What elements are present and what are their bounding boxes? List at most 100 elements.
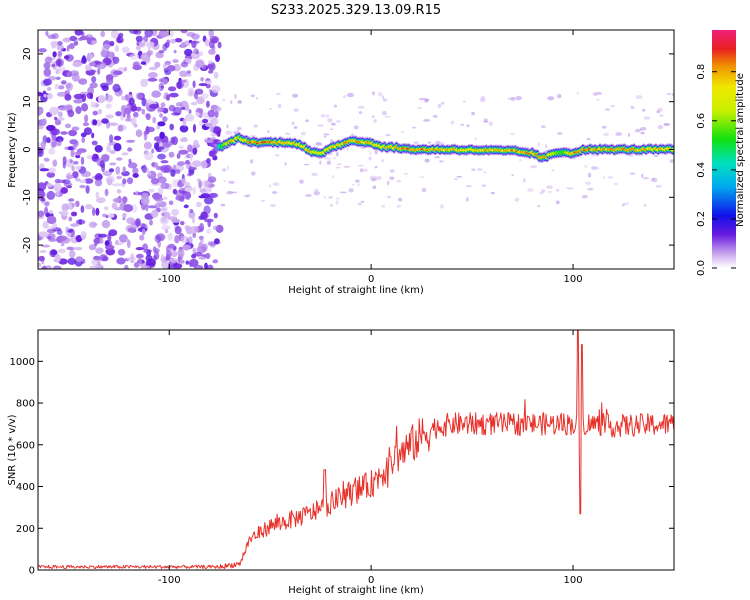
speckle — [243, 195, 250, 198]
y-tick-label: 200 — [16, 524, 35, 535]
noise-blob — [66, 71, 73, 78]
noise-blob — [66, 246, 74, 250]
noise-blob — [109, 149, 116, 154]
speckle — [417, 107, 422, 109]
noise-blob — [57, 50, 63, 57]
noise-blob — [188, 236, 193, 245]
snr-y-label: SNR (10 * v/v) — [7, 414, 18, 485]
speckle — [331, 122, 336, 126]
noise-blob — [70, 211, 78, 217]
noise-blob — [140, 61, 147, 65]
noise-blob — [68, 129, 78, 137]
noise-blob — [64, 123, 72, 129]
speckle — [225, 130, 233, 136]
noise-blob — [204, 180, 211, 188]
noise-blob — [149, 103, 160, 109]
noise-blob — [132, 173, 139, 178]
noise-blob — [181, 136, 188, 143]
speckle — [334, 104, 337, 108]
noise-blob — [41, 197, 46, 202]
speckle — [640, 131, 645, 135]
speckle — [226, 191, 234, 195]
noise-blob — [145, 125, 150, 135]
noise-blob — [84, 114, 89, 123]
noise-blob — [62, 210, 69, 217]
noise-blob — [42, 220, 49, 229]
speckle — [372, 185, 377, 189]
noise-blob — [91, 76, 97, 83]
noise-blob — [177, 161, 186, 166]
noise-blob — [113, 197, 124, 204]
noise-blob — [109, 40, 115, 47]
noise-blob — [85, 66, 92, 71]
noise-blob — [151, 90, 162, 98]
speckle — [230, 100, 233, 105]
noise-blob — [115, 166, 121, 175]
noise-blob — [47, 236, 52, 240]
speckle — [357, 164, 365, 167]
y-tick-label: -20 — [22, 237, 33, 253]
speckle — [629, 172, 636, 175]
noise-blob — [71, 144, 77, 151]
speckle — [336, 152, 339, 157]
noise-blob — [145, 265, 151, 269]
noise-blob — [158, 82, 164, 92]
noise-blob — [180, 235, 189, 244]
noise-blob — [204, 80, 213, 85]
speckle — [324, 157, 331, 160]
speckle — [514, 197, 520, 202]
speckle — [381, 205, 386, 208]
noise-blob — [145, 113, 151, 121]
noise-blob — [175, 81, 184, 89]
noise-blob — [140, 78, 149, 88]
snr-frame — [37, 329, 675, 571]
noise-blob — [38, 146, 43, 155]
noise-blob — [101, 220, 111, 229]
noise-blob — [108, 168, 115, 173]
speckle — [323, 133, 330, 136]
noise-blob — [73, 99, 83, 104]
noise-blob — [190, 101, 198, 106]
speckle — [357, 105, 365, 109]
noise-blob — [151, 30, 158, 37]
noise-blob — [190, 225, 199, 234]
noise-blob — [57, 235, 68, 242]
noise-blob — [75, 256, 84, 263]
noise-blob — [200, 77, 205, 82]
speckle — [465, 185, 472, 188]
noise-blob — [82, 122, 90, 126]
noise-blob — [111, 202, 118, 209]
noise-blob — [128, 97, 135, 106]
speckle — [370, 178, 377, 182]
noise-blob — [81, 171, 91, 178]
noise-blob — [157, 176, 167, 184]
speckle — [260, 199, 265, 202]
noise-blob — [200, 160, 208, 169]
speckle — [347, 92, 354, 98]
speckle — [471, 168, 476, 171]
noise-blob — [102, 213, 107, 218]
noise-blob — [163, 196, 168, 200]
speckle — [424, 158, 430, 163]
noise-blob — [85, 204, 93, 210]
noise-blob — [119, 234, 128, 243]
noise-blob — [141, 108, 146, 115]
noise-blob — [157, 146, 165, 150]
speckle — [384, 115, 391, 118]
noise-blob — [172, 59, 179, 63]
noise-blob — [167, 243, 176, 249]
noise-blob — [208, 70, 214, 74]
noise-blob — [211, 37, 218, 44]
noise-blob — [195, 112, 200, 116]
noise-blob — [46, 137, 51, 144]
speckle — [396, 180, 401, 183]
colorbar-ticks: 0.0 0.2 0.4 0.6 0.8 — [696, 64, 736, 276]
noise-blob — [182, 118, 187, 127]
noise-blob — [55, 76, 61, 81]
speckle — [657, 125, 664, 130]
speckle — [603, 132, 610, 137]
noise-blob — [72, 61, 82, 67]
noise-blob — [81, 56, 87, 64]
noise-blob — [99, 160, 106, 168]
noise-blob — [179, 125, 189, 133]
